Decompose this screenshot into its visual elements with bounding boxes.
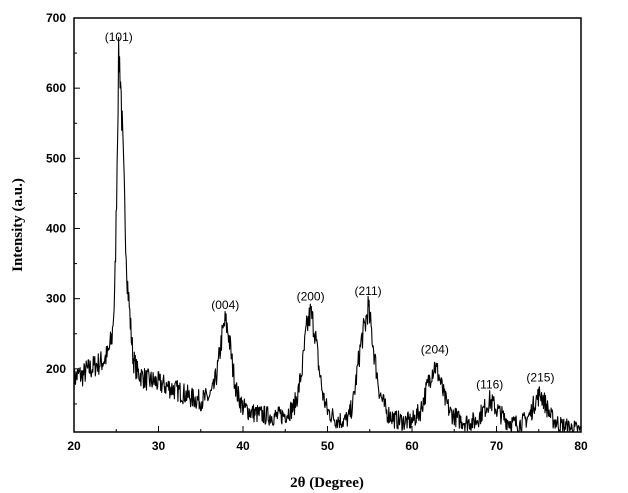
x-tick-label: 80 (574, 439, 588, 453)
x-tick-label: 70 (490, 439, 504, 453)
y-tick-label: 400 (46, 222, 66, 236)
peak-labels: (101) (004) (200) (211) (204) (116) (215) (105, 30, 555, 391)
x-tick-label: 30 (152, 439, 166, 453)
peak-label: (204) (421, 342, 449, 356)
y-tick-label: 300 (46, 292, 66, 306)
peak-label: (211) (354, 284, 381, 298)
peak-label: (004) (211, 298, 239, 312)
x-tick-label: 50 (321, 439, 335, 453)
y-axis-title: Intensity (a.u.) (10, 178, 26, 272)
x-axis-title: 2θ (Degree) (290, 475, 364, 491)
x-tick-label: 60 (405, 439, 419, 453)
tick-labels: 20 30 40 50 60 70 80 200 300 400 500 600 700 (46, 11, 588, 453)
x-tick-label: 20 (67, 439, 81, 453)
peak-label: (116) (476, 377, 503, 391)
plot-frame (73, 17, 582, 433)
axis-ticks (73, 17, 582, 432)
series-line (73, 36, 582, 433)
y-tick-label: 500 (46, 151, 66, 165)
peak-label: (101) (105, 30, 133, 44)
y-tick-label: 200 (46, 362, 66, 376)
peak-label: (200) (297, 290, 325, 304)
peak-label: (215) (526, 370, 554, 384)
y-tick-label: 600 (46, 81, 66, 95)
y-tick-label: 700 (46, 11, 66, 25)
x-tick-label: 40 (236, 439, 250, 453)
